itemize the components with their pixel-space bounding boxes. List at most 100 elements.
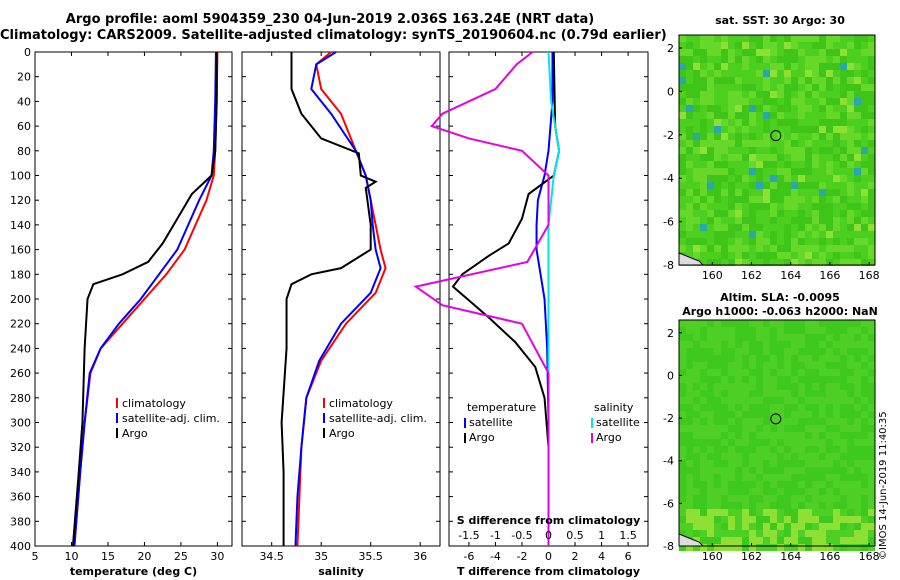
map-cell: [819, 168, 826, 175]
map-cell: [840, 404, 847, 411]
map-cell: [756, 63, 763, 70]
map-cell: [812, 182, 819, 189]
map-cell: [679, 63, 686, 70]
map-cell: [805, 154, 812, 161]
map-cell: [742, 112, 749, 119]
map-cell: [777, 383, 784, 390]
map-cell: [700, 119, 707, 126]
map-cell: [812, 425, 819, 432]
map-cell: [693, 481, 700, 488]
map-cell: [791, 544, 798, 551]
map-cell: [868, 516, 875, 523]
map-cell: [728, 439, 735, 446]
map-cell: [798, 182, 805, 189]
map-cell: [826, 42, 833, 49]
map-cell: [847, 98, 854, 105]
map-cell: [812, 523, 819, 530]
map-cell: [791, 509, 798, 516]
map-cell: [686, 516, 693, 523]
map-cell: [714, 530, 721, 537]
map-cell: [749, 175, 756, 182]
map-cell: [763, 404, 770, 411]
map-cell: [735, 334, 742, 341]
map-cell: [854, 161, 861, 168]
map-cell: [826, 77, 833, 84]
map-cell: [686, 182, 693, 189]
map-cell: [805, 42, 812, 49]
map-cell: [812, 245, 819, 252]
map-cell: [819, 453, 826, 460]
map-cell: [686, 196, 693, 203]
map-cell: [847, 91, 854, 98]
map-cell: [812, 259, 819, 266]
map-cell: [714, 516, 721, 523]
map-cell: [686, 56, 693, 63]
map-cell: [784, 231, 791, 238]
map-cell: [756, 509, 763, 516]
map-cell: [721, 383, 728, 390]
map-cell: [700, 84, 707, 91]
map-cell: [784, 341, 791, 348]
map-cell: [770, 418, 777, 425]
map-cell: [854, 49, 861, 56]
map-cell: [833, 488, 840, 495]
map-cell: [798, 502, 805, 509]
map-cell: [700, 411, 707, 418]
map-cell: [770, 488, 777, 495]
map-cell: [728, 460, 735, 467]
map-cell: [777, 439, 784, 446]
map-x-tick-label: 168: [859, 269, 880, 282]
map-cell: [833, 390, 840, 397]
map-cell: [707, 390, 714, 397]
map-cell: [707, 84, 714, 91]
map-cell: [770, 530, 777, 537]
map-cell: [791, 481, 798, 488]
map-cell: [847, 397, 854, 404]
map-cell: [826, 140, 833, 147]
map-cell: [777, 42, 784, 49]
map-cell: [700, 537, 707, 544]
map-cell: [833, 63, 840, 70]
map-cell: [819, 481, 826, 488]
map-cell: [798, 70, 805, 77]
map-cell: [805, 56, 812, 63]
map-cell: [693, 495, 700, 502]
map-cell: [805, 439, 812, 446]
map-cell: [686, 147, 693, 154]
map-cell: [714, 217, 721, 224]
map-cell: [791, 126, 798, 133]
map-cell: [861, 105, 868, 112]
map-cell: [735, 105, 742, 112]
map-cell: [735, 320, 742, 327]
map-cell: [756, 348, 763, 355]
map-cell: [777, 154, 784, 161]
map-cell: [812, 91, 819, 98]
map-cell: [756, 432, 763, 439]
map-cell: [721, 418, 728, 425]
map-cell: [770, 369, 777, 376]
map-cell: [791, 140, 798, 147]
map-cell: [728, 105, 735, 112]
map-cell: [728, 334, 735, 341]
map-cell: [861, 404, 868, 411]
map-cell: [756, 369, 763, 376]
map-cell: [805, 140, 812, 147]
map-cell: [714, 390, 721, 397]
map-cell: [847, 523, 854, 530]
map-cell: [749, 70, 756, 77]
map-cell: [728, 259, 735, 266]
map-cell: [763, 355, 770, 362]
sla-map-title-line1: Altim. SLA: -0.0095: [720, 291, 840, 304]
map-cell: [714, 376, 721, 383]
map-cell: [770, 348, 777, 355]
map-cell: [679, 98, 686, 105]
map-cell: [840, 182, 847, 189]
map-cell: [693, 432, 700, 439]
map-cell: [763, 467, 770, 474]
map-cell: [707, 49, 714, 56]
map-cell: [861, 35, 868, 42]
map-cell: [728, 341, 735, 348]
map-cell: [763, 231, 770, 238]
map-cell: [742, 77, 749, 84]
